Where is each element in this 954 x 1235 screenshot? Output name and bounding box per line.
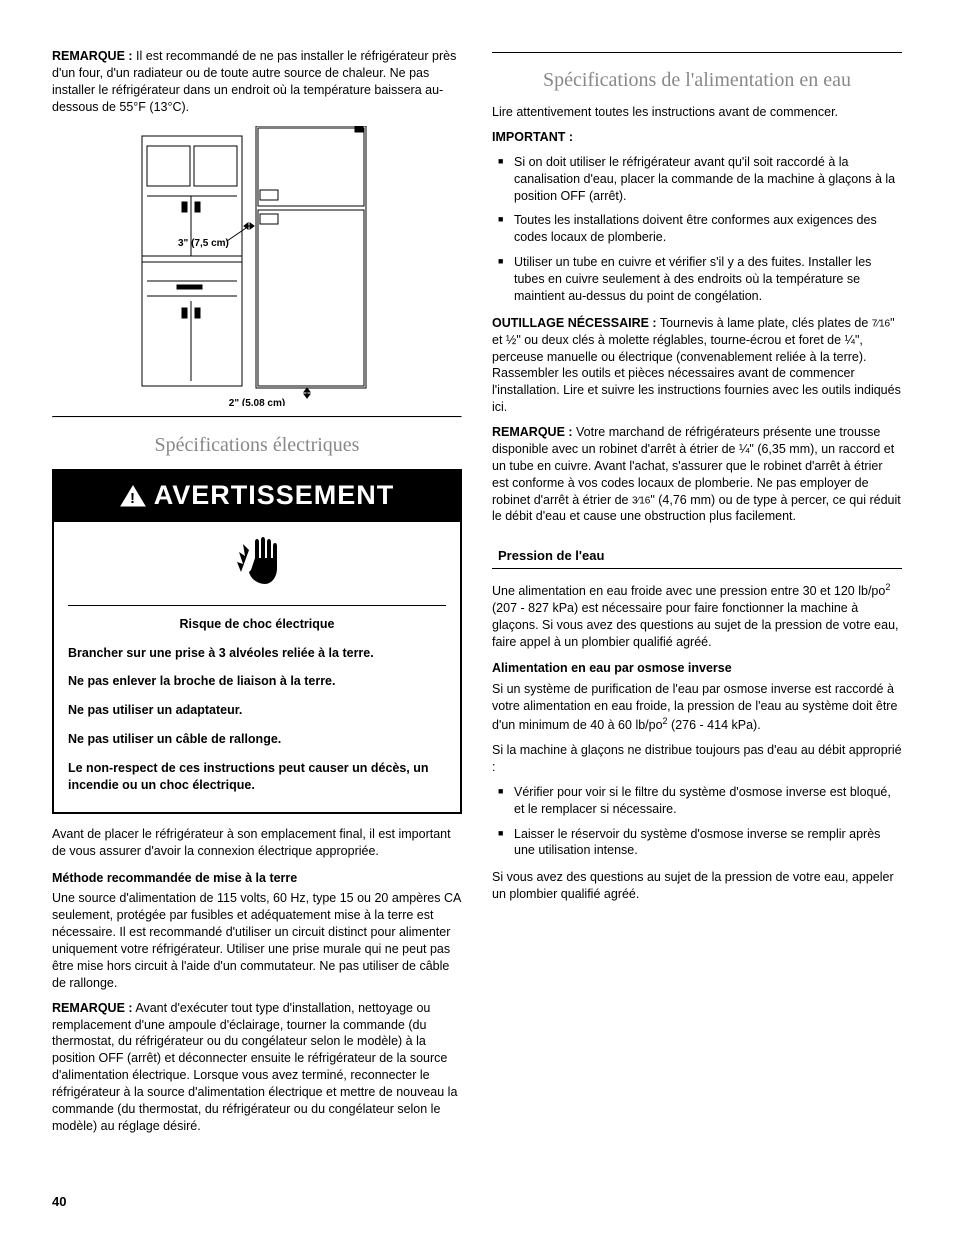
svg-text:!: ! — [130, 490, 136, 507]
warning-header: ! AVERTISSEMENT — [54, 471, 460, 521]
warning-box: ! AVERTISSEMENT Risque de choc électriqu… — [52, 469, 462, 813]
grounding-method-text: Une source d'alimentation de 115 volts, … — [52, 890, 462, 991]
fig-label-bottom: 2" (5,08 cm) — [229, 398, 285, 406]
remarque-1-label: REMARQUE : — [52, 49, 133, 63]
tools-text-b: " et ½" ou deux clés à molette réglables… — [492, 316, 901, 414]
remarque-right-frac: 3⁄16 — [632, 495, 650, 506]
osmose-text-b: (276 - 414 kPa). — [668, 718, 761, 732]
warning-line-2: Brancher sur une prise à 3 alvéoles reli… — [68, 645, 446, 662]
water-intro: Lire attentivement toutes les instructio… — [492, 104, 902, 121]
clearance-figure: 3" (7,5 cm) 2" (5,08 cm) — [52, 126, 462, 411]
after-warning-text: Avant de placer le réfrigérateur à son e… — [52, 826, 462, 860]
list-item: Toutes les installations doivent être co… — [492, 212, 902, 246]
warning-line-3: Ne pas enlever la broche de liaison à la… — [68, 673, 446, 690]
pressure-text-b: (207 - 827 kPa) est nécessaire pour fair… — [492, 601, 899, 649]
warning-line-5: Ne pas utiliser un câble de rallonge. — [68, 731, 446, 748]
pressure-sup: 2 — [885, 582, 890, 592]
important-bullets: Si on doit utiliser le réfrigérateur ava… — [492, 154, 902, 305]
shock-hand-icon — [229, 534, 285, 588]
grounding-method-head: Méthode recommandée de mise à la terre — [52, 870, 462, 887]
warning-body: Risque de choc électrique Brancher sur u… — [54, 605, 460, 812]
warning-triangle-icon: ! — [120, 485, 146, 507]
right-column: Spécifications de l'alimentation en eau … — [492, 48, 902, 1143]
fig-label-side: 3" (7,5 cm) — [178, 238, 229, 249]
warning-line-1: Risque de choc électrique — [68, 616, 446, 633]
important-label: IMPORTANT : — [492, 129, 902, 146]
remarque-right-label: REMARQUE : — [492, 425, 573, 439]
page-content: REMARQUE : Il est recommandé de ne pas i… — [52, 48, 902, 1143]
clearance-svg: 3" (7,5 cm) 2" (5,08 cm) — [132, 126, 382, 406]
remarque-right: REMARQUE : Votre marchand de réfrigérate… — [492, 424, 902, 525]
electrical-specs-title: Spécifications électriques — [52, 432, 462, 459]
warning-header-text: AVERTISSEMENT — [154, 477, 395, 513]
osmose-text-2: Si la machine à glaçons ne distribue tou… — [492, 742, 902, 776]
divider — [52, 416, 462, 418]
divider — [492, 52, 902, 53]
remarque-2-text: Avant d'exécuter tout type d'installatio… — [52, 1001, 457, 1133]
water-pressure-head: Pression de l'eau — [492, 543, 902, 569]
pressure-paragraph: Une alimentation en eau froide avec une … — [492, 581, 902, 651]
osmose-bullets: Vérifier pour voir si le filtre du systè… — [492, 784, 902, 860]
osmose-head: Alimentation en eau par osmose inverse — [492, 660, 902, 677]
list-item: Laisser le réservoir du système d'osmose… — [492, 826, 902, 860]
list-item: Vérifier pour voir si le filtre du systè… — [492, 784, 902, 818]
water-specs-title: Spécifications de l'alimentation en eau — [492, 67, 902, 94]
remarque-2: REMARQUE : Avant d'exécuter tout type d'… — [52, 1000, 462, 1135]
remarque-1: REMARQUE : Il est recommandé de ne pas i… — [52, 48, 462, 116]
warning-line-6: Le non-respect de ces instructions peut … — [68, 760, 446, 794]
tools-frac-1: 7⁄16 — [872, 318, 890, 329]
osmose-paragraph: Si un système de purification de l'eau p… — [492, 681, 902, 734]
tools-paragraph: OUTILLAGE NÉCESSAIRE : Tournevis à lame … — [492, 315, 902, 416]
warning-line-4: Ne pas utiliser un adaptateur. — [68, 702, 446, 719]
remarque-2-label: REMARQUE : — [52, 1001, 133, 1015]
closing-text: Si vous avez des questions au sujet de l… — [492, 869, 902, 903]
pressure-text-a: Une alimentation en eau froide avec une … — [492, 584, 885, 598]
list-item: Utiliser un tube en cuivre et vérifier s… — [492, 254, 902, 305]
tools-label: OUTILLAGE NÉCESSAIRE : — [492, 316, 657, 330]
page-number: 40 — [52, 1193, 66, 1211]
tools-text-a: Tournevis à lame plate, clés plates de — [657, 316, 872, 330]
left-column: REMARQUE : Il est recommandé de ne pas i… — [52, 48, 462, 1143]
shock-icon-wrap — [54, 522, 460, 599]
list-item: Si on doit utiliser le réfrigérateur ava… — [492, 154, 902, 205]
